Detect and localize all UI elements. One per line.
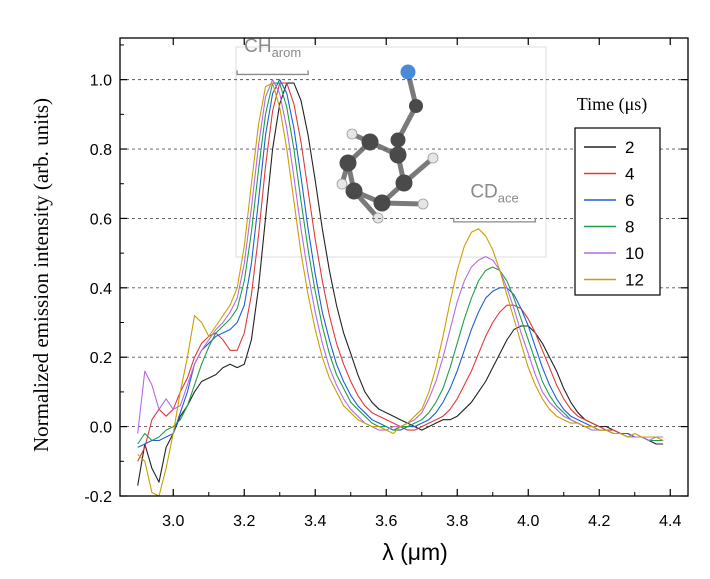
plot-frame: [119, 37, 689, 497]
x-tick-label-5: 4.0: [517, 513, 539, 530]
legend-box: [574, 127, 661, 296]
band-annotations: CHarom CDace: [236, 36, 536, 223]
y-tick-label-6: 1.0: [90, 73, 112, 90]
legend-label-6: 6: [625, 191, 634, 210]
x-tick-labels: 3.0 3.2 3.4 3.6 3.8 4.0 4.2 4.4: [162, 513, 681, 530]
x-tick-label-1: 3.2: [233, 513, 255, 530]
annotation-label-1: CDace: [470, 182, 518, 206]
molecule-h-atom-4: [336, 178, 348, 190]
annotation-bracket-0: [236, 70, 309, 76]
y-tick-labels: -0.2 0.0 0.2 0.4 0.6 0.8 1.0: [84, 73, 112, 506]
molecule-c-atom-0: [361, 133, 379, 151]
legend-label-2: 2: [625, 138, 634, 157]
legend-label-10: 10: [625, 244, 644, 263]
legend-label-12: 12: [625, 271, 644, 290]
molecule-c-atom-7: [409, 99, 423, 113]
y-axis-title: Normalized emission intensity (arb. unit…: [29, 98, 53, 452]
molecule-h-atom-2: [417, 198, 429, 210]
y-tick-label-4: 0.6: [90, 211, 112, 228]
molecule-c-atom-2: [395, 174, 413, 192]
x-tick-label-3: 3.6: [375, 513, 397, 530]
phenylacetylene-molecule-image: [336, 64, 439, 224]
molecule-c-atom-1: [389, 146, 407, 164]
series-line-12: [137, 82, 664, 497]
y-tick-label-0: -0.2: [84, 489, 112, 506]
legend: 2 4 6 8 10 12: [584, 138, 644, 290]
legend-label-8: 8: [625, 218, 634, 237]
x-axis-title: λ (μm): [382, 539, 448, 565]
molecule-h-atom-1: [427, 152, 439, 164]
y-tick-label-2: 0.2: [90, 350, 112, 367]
molecule-c-atom-3: [373, 194, 391, 212]
x-tick-label-4: 3.8: [446, 513, 468, 530]
x-tick-label-0: 3.0: [162, 513, 184, 530]
molecule-c-atom-5: [339, 154, 357, 172]
x-tick-label-7: 4.4: [659, 513, 681, 530]
y-tick-label-1: 0.0: [90, 420, 112, 437]
y-tick-label-5: 0.8: [90, 142, 112, 159]
molecule-c-atom-4: [345, 182, 363, 200]
x-tick-label-6: 4.2: [588, 513, 610, 530]
annotation-label-0: CHarom: [244, 36, 301, 60]
legend-label-4: 4: [625, 165, 634, 184]
molecule-h-atom-0: [346, 128, 358, 140]
annotation-bracket-1: [453, 217, 536, 223]
series-layer: [137, 79, 664, 497]
legend-title: Time (μs): [577, 94, 648, 115]
molecule-d-atom: [400, 64, 416, 80]
y-tick-label-3: 0.4: [90, 281, 112, 298]
series-line-2: [137, 82, 664, 486]
series-line-6: [137, 79, 664, 448]
molecule-c-atom-6: [390, 132, 406, 148]
x-tick-label-2: 3.4: [304, 513, 326, 530]
axis-ticks: [120, 38, 688, 497]
